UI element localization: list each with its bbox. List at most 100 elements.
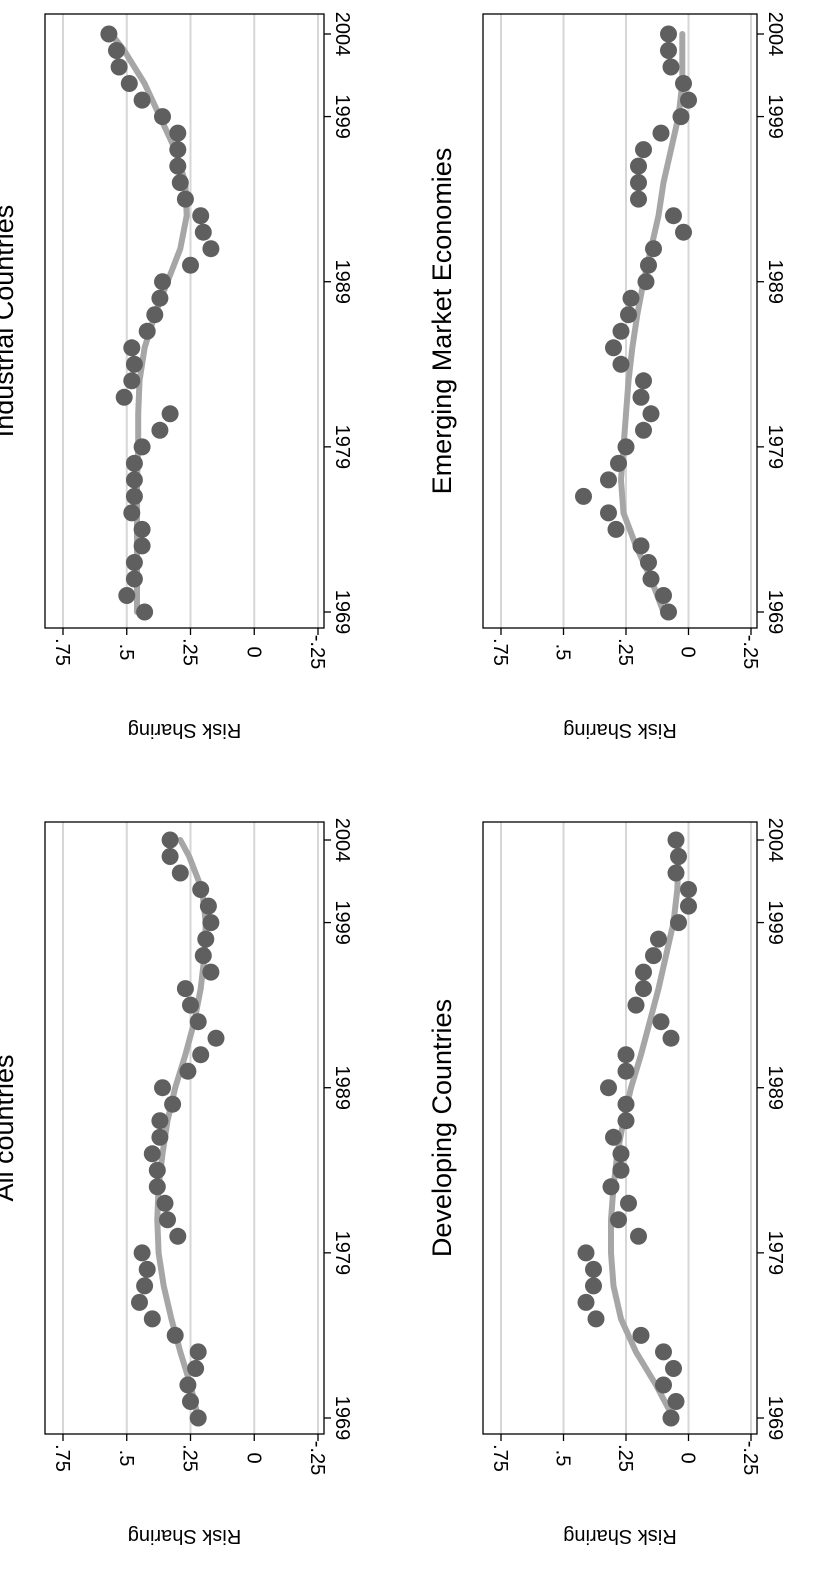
value-tick-label: .5 <box>552 1450 574 1467</box>
data-point <box>667 831 685 849</box>
value-tick-label: .25 <box>614 638 636 666</box>
value-tick-label: -.25 <box>739 1441 761 1475</box>
data-point <box>192 881 210 898</box>
value-tick-label: .75 <box>489 638 511 666</box>
data-point <box>199 897 217 915</box>
data-point <box>100 25 118 43</box>
data-point <box>600 471 617 489</box>
data-point <box>131 1293 148 1311</box>
value-tick-label: -.25 <box>306 1441 328 1475</box>
plot-frame <box>482 13 758 629</box>
year-tick-label: 1999 <box>331 94 353 139</box>
value-tick-label: .5 <box>115 644 137 661</box>
data-point <box>164 1095 182 1113</box>
data-point <box>110 58 128 76</box>
data-point <box>108 42 125 59</box>
data-point <box>192 207 210 225</box>
year-tick-label: 1999 <box>764 900 786 945</box>
data-point <box>143 1145 161 1163</box>
data-point <box>662 58 680 76</box>
data-point <box>154 108 171 126</box>
data-point <box>605 339 622 357</box>
data-point <box>600 504 617 522</box>
data-point <box>660 42 677 59</box>
value-tick-label: .25 <box>614 1444 636 1472</box>
data-point <box>207 1029 225 1047</box>
data-point <box>662 1409 680 1427</box>
data-point <box>645 947 662 965</box>
data-point <box>138 1260 156 1278</box>
data-point <box>115 388 133 406</box>
data-point <box>136 603 154 621</box>
data-point <box>662 1029 680 1047</box>
data-point <box>650 930 667 948</box>
data-point <box>123 339 141 357</box>
data-point <box>151 421 169 439</box>
y-axis-label: Risk Sharing <box>563 1525 676 1547</box>
data-point <box>642 405 660 423</box>
panel-title: Industrial Countries <box>0 205 19 438</box>
data-point <box>680 881 697 898</box>
data-point <box>189 1343 207 1361</box>
data-point <box>680 91 697 109</box>
data-point <box>125 454 143 472</box>
data-point <box>587 1310 605 1328</box>
data-point <box>665 207 682 225</box>
data-point <box>617 1046 635 1064</box>
data-point <box>202 240 220 258</box>
data-point <box>166 1326 184 1344</box>
data-point <box>622 289 640 307</box>
data-point <box>660 25 677 43</box>
data-point <box>620 1194 637 1212</box>
value-tick-label: .25 <box>179 1444 201 1472</box>
panel-title: Emerging Market Economies <box>427 148 457 495</box>
data-point <box>585 1260 602 1278</box>
panel-title: All countries <box>0 1054 19 1201</box>
data-point <box>630 190 647 208</box>
value-tick-label: 0 <box>677 1452 699 1463</box>
data-point <box>148 1161 166 1179</box>
year-tick-label: 1979 <box>764 425 786 470</box>
data-point <box>179 1062 197 1080</box>
data-point <box>635 141 652 159</box>
data-point <box>138 322 156 340</box>
data-point <box>151 1112 169 1130</box>
value-tick-label: -.25 <box>306 635 328 669</box>
data-point <box>632 388 650 406</box>
year-tick-label: 2004 <box>331 818 353 863</box>
data-point <box>159 1211 176 1229</box>
data-point <box>632 537 650 555</box>
plot-frame <box>44 13 325 629</box>
value-tick-label: .75 <box>489 1444 511 1472</box>
data-point <box>125 355 143 373</box>
data-point <box>154 1079 171 1097</box>
data-point <box>667 1393 685 1410</box>
data-point <box>575 487 592 505</box>
y-axis-label: Risk Sharing <box>128 1525 241 1547</box>
y-axis-label: Risk Sharing <box>563 719 676 741</box>
data-point <box>192 1046 210 1064</box>
data-point <box>202 914 220 932</box>
data-point <box>133 1244 151 1262</box>
plot-frame <box>482 821 758 1435</box>
data-point <box>133 537 151 555</box>
value-tick-label: -.25 <box>739 635 761 669</box>
panel-title: Developing Countries <box>427 999 457 1257</box>
data-point <box>667 864 685 882</box>
data-point <box>143 1310 161 1328</box>
data-point <box>660 603 677 621</box>
data-point <box>171 174 189 192</box>
data-point <box>610 1211 627 1229</box>
data-point <box>632 1326 650 1344</box>
data-point <box>680 897 697 915</box>
value-tick-label: .25 <box>179 638 201 666</box>
data-point <box>642 570 660 588</box>
data-point <box>617 1112 635 1130</box>
data-point <box>635 372 652 390</box>
value-tick-label: .5 <box>552 644 574 661</box>
data-point <box>577 1244 595 1262</box>
data-point <box>605 1128 622 1146</box>
